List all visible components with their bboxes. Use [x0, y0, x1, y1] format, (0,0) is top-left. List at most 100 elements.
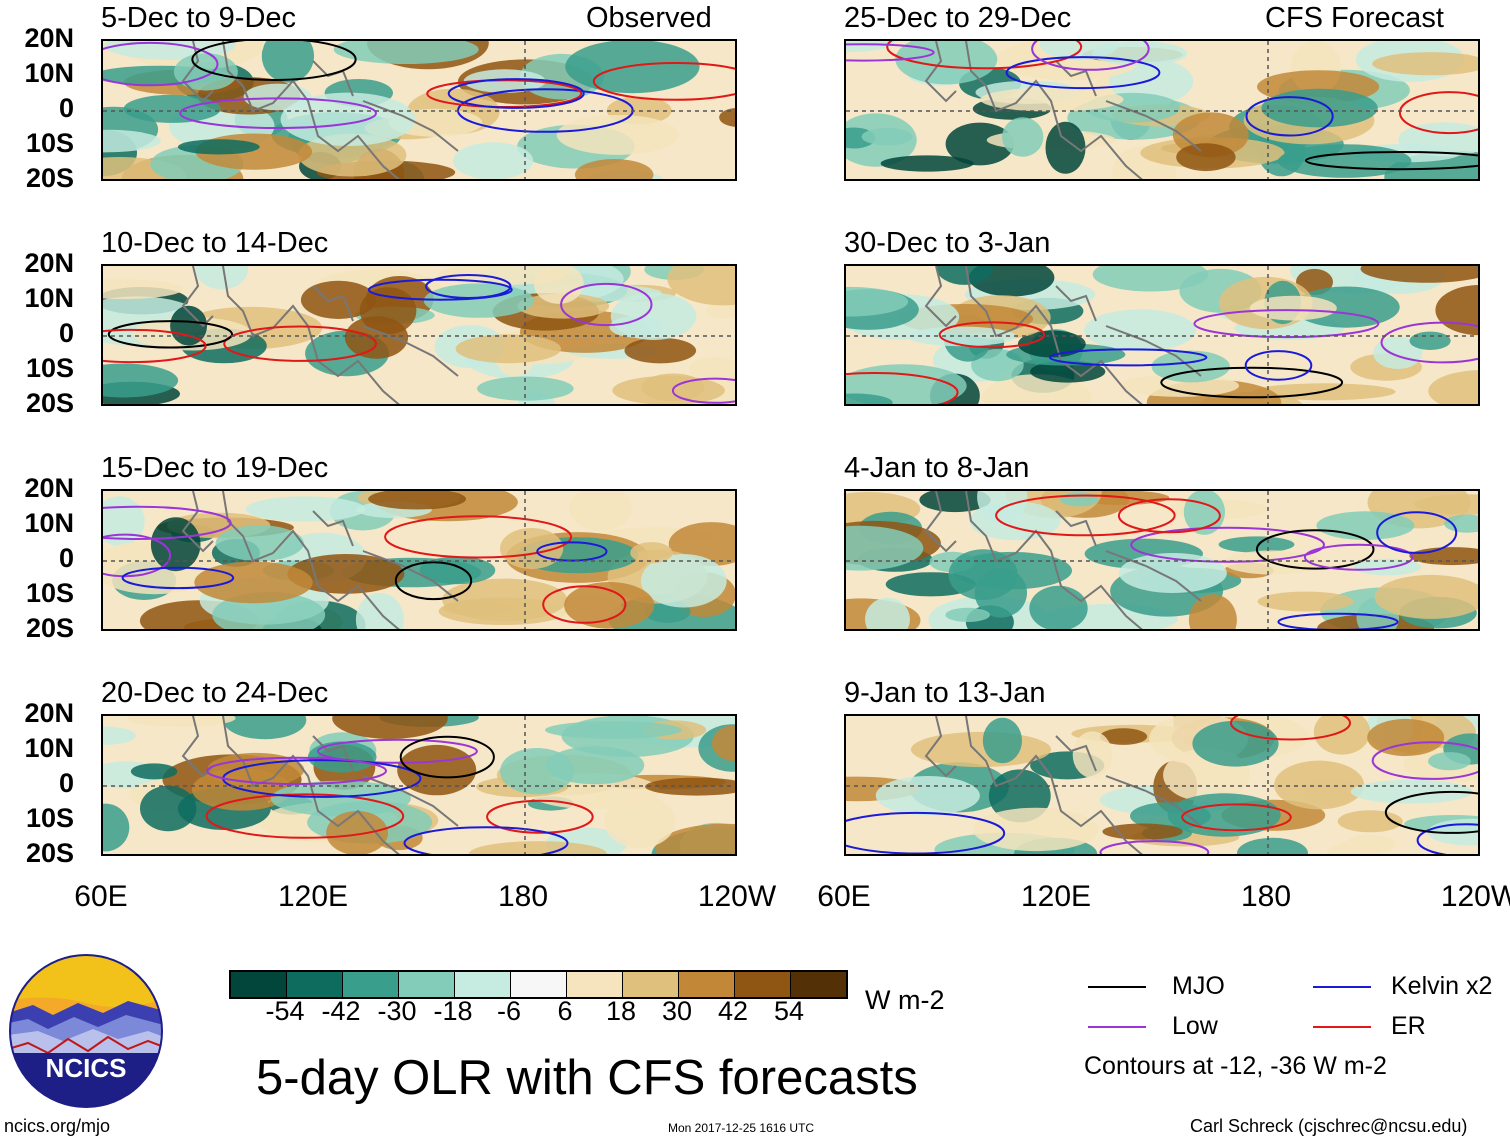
contours-note: Contours at -12, -36 W m-2 — [1084, 1052, 1387, 1080]
wave-contour — [121, 566, 235, 590]
observed-header: Observed — [586, 2, 712, 34]
olr-anomaly-blob — [103, 726, 136, 745]
colorbar-swatch — [567, 972, 623, 997]
colorbar-swatch — [623, 972, 679, 997]
legend-line-low — [1088, 1026, 1146, 1028]
colorbar-tick-label: -42 — [321, 996, 361, 1026]
olr-anomaly-blob — [443, 600, 511, 616]
olr-anomaly-blob — [556, 114, 679, 155]
wave-contour — [560, 282, 653, 327]
wave-contour — [425, 274, 512, 299]
olr-anomaly-blob — [1261, 88, 1378, 128]
olr-anomaly-blob — [333, 41, 479, 64]
latitude-label: 10S — [25, 803, 74, 833]
olr-anomaly-blob — [103, 363, 179, 398]
longitude-label: 120E — [277, 880, 349, 913]
latitude-label: 20S — [25, 613, 74, 643]
colorbar — [229, 970, 848, 999]
olr-anomaly-blob — [1092, 41, 1187, 66]
olr-anomaly-blob — [846, 286, 909, 317]
wave-contour — [1255, 529, 1375, 570]
wave-contour — [1384, 790, 1478, 834]
olr-anomaly-blob — [1316, 511, 1415, 540]
legend-line-kelvin — [1313, 986, 1371, 988]
latitude-label: 20N — [24, 698, 74, 728]
olr-anomaly-blob — [1409, 331, 1451, 350]
wave-contour — [592, 62, 735, 101]
wave-contour — [1245, 96, 1334, 137]
olr-anomaly-blob — [150, 517, 201, 572]
latitude-label: 20S — [25, 388, 74, 418]
olr-anomaly-blob — [326, 811, 388, 854]
wave-contour — [1244, 350, 1313, 381]
colorbar-tick-label: -6 — [496, 996, 522, 1026]
olr-anomaly-blob — [895, 41, 998, 85]
wave-contour — [107, 320, 233, 349]
olr-anomaly-blob — [1118, 553, 1227, 593]
footer-author: Carl Schreck (cjschrec@ncsu.edu) — [1190, 1116, 1468, 1136]
colorbar-swatch — [231, 972, 287, 997]
colorbar-tick-label: 30 — [661, 996, 693, 1026]
wave-contour — [1277, 612, 1399, 629]
olr-anomaly-blob — [861, 127, 913, 146]
olr-anomaly-blob — [610, 292, 697, 340]
wave-contour — [447, 78, 585, 109]
olr-anomaly-blob — [880, 155, 974, 172]
olr-anomaly-blob — [300, 280, 377, 319]
coastline — [181, 716, 459, 854]
olr-anomaly-blob — [1367, 718, 1445, 757]
olr-anomaly-blob — [453, 142, 534, 179]
observed-panel-title: 5-Dec to 9-Dec — [101, 2, 297, 34]
wave-contour — [938, 321, 1046, 349]
wave-contour — [542, 585, 627, 624]
olr-anomaly-blob — [1030, 360, 1106, 383]
olr-anomaly-blob — [1017, 330, 1086, 358]
olr-anomaly-blob — [332, 716, 448, 739]
wave-contour — [103, 505, 232, 540]
latitude-label: 20N — [24, 248, 74, 278]
olr-anomaly-blob — [1130, 802, 1211, 830]
olr-anomaly-blob — [261, 41, 314, 83]
olr-anomaly-blob — [1059, 492, 1099, 507]
olr-anomaly-blob — [545, 746, 645, 785]
olr-anomaly-blob — [123, 94, 221, 123]
forecast-panel-title: 25-Dec to 29-Dec — [844, 2, 1072, 34]
olr-anomaly-blob — [1372, 52, 1478, 76]
olr-anomaly-blob — [936, 266, 993, 285]
olr-anomaly-blob — [1350, 779, 1473, 804]
wave-contour — [1304, 151, 1478, 171]
forecast-olr-map — [844, 714, 1480, 856]
colorbar-tick-label: -18 — [433, 996, 473, 1026]
olr-anomaly-blob — [1099, 728, 1148, 745]
colorbar-tick-label: 54 — [773, 996, 805, 1026]
olr-anomaly-blob — [140, 785, 197, 832]
wave-contour — [995, 494, 1176, 537]
coastline — [924, 716, 1202, 854]
olr-anomaly-blob — [455, 334, 561, 364]
olr-anomaly-blob — [1002, 117, 1044, 157]
wave-contour — [1099, 840, 1210, 854]
wave-contour — [223, 325, 378, 362]
longitude-label: 60E — [74, 880, 128, 913]
longitude-label: 120E — [1020, 880, 1092, 913]
coastline — [181, 41, 459, 179]
olr-anomaly-blob — [223, 716, 307, 740]
wave-contour — [191, 41, 357, 81]
wave-contour — [1380, 321, 1478, 364]
olr-anomaly-blob — [630, 542, 673, 564]
colorbar-tick-label: 6 — [557, 996, 573, 1026]
olr-anomaly-blob — [640, 554, 727, 608]
olr-anomaly-blob — [612, 375, 725, 404]
latitude-label: 20N — [24, 23, 74, 53]
olr-anomaly-blob — [1373, 336, 1423, 369]
olr-anomaly-blob — [1435, 285, 1478, 336]
olr-anomaly-blob — [865, 597, 910, 629]
latitude-label: 20S — [25, 163, 74, 193]
wave-contour — [1048, 348, 1208, 367]
olr-anomaly-blob — [194, 561, 313, 604]
olr-anomaly-blob — [468, 841, 607, 854]
colorbar-swatch — [511, 972, 567, 997]
forecast-header: CFS Forecast — [1265, 2, 1444, 34]
olr-anomaly-blob — [846, 393, 893, 404]
olr-anomaly-blob — [1176, 143, 1236, 172]
